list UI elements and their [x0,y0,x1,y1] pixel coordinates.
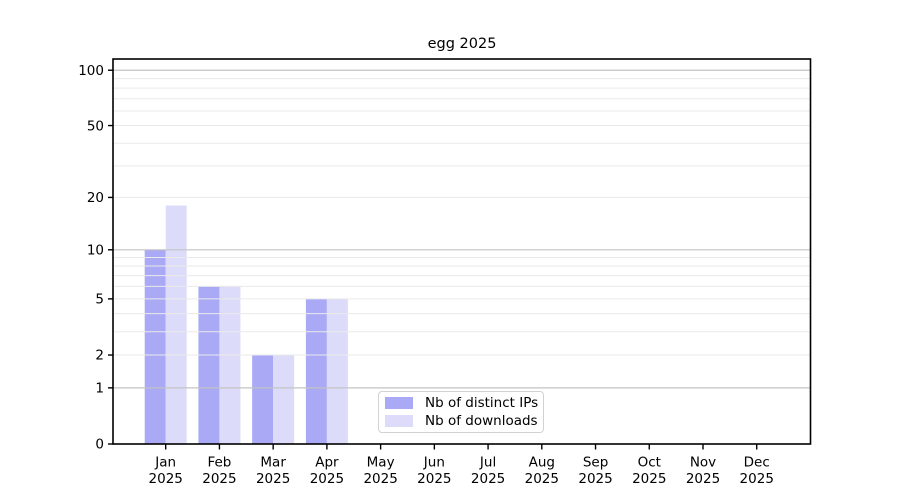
x-tick-label-year-oct: 2025 [632,471,666,487]
legend-swatch-downloads-icon [385,415,413,427]
x-tick-label-month-apr: Apr [315,455,339,471]
x-tick-label-year-nov: 2025 [686,471,720,487]
y-tick-label-0: 0 [95,437,104,453]
y-tick-label-5: 5 [95,292,104,308]
y-tick-label-50: 50 [87,118,104,134]
x-tick-label-year-mar: 2025 [256,471,290,487]
y-tick-label-2: 2 [95,348,104,364]
x-tick-label-year-jul: 2025 [471,471,505,487]
legend-label-downloads: Nb of downloads [425,413,538,429]
x-tick-label-month-nov: Nov [690,455,716,471]
bar-nb-of-downloads-apr [326,298,348,444]
chart-title: egg 2025 [427,36,497,52]
x-tick-label-month-jan: Jan [154,455,176,471]
x-tick-label-month-sep: Sep [583,455,608,471]
bar-nb-of-distinct-ips-apr [305,298,327,444]
x-tick-label-year-jan: 2025 [149,471,183,487]
x-tick-label-month-may: May [367,455,395,471]
x-tick-label-year-may: 2025 [363,471,397,487]
x-tick-label-year-apr: 2025 [310,471,344,487]
bar-nb-of-downloads-jan [165,205,187,444]
y-tick-label-20: 20 [87,190,104,206]
x-tick-label-month-jun: Jun [423,455,445,471]
x-tick-label-year-sep: 2025 [578,471,612,487]
x-tick-label-year-feb: 2025 [202,471,236,487]
bar-nb-of-distinct-ips-feb [198,286,220,444]
bar-nb-of-downloads-feb [219,286,241,444]
x-tick-label-year-dec: 2025 [740,471,774,487]
y-tick-label-100: 100 [78,63,104,79]
y-tick-label-1: 1 [95,381,104,397]
legend-swatch-distinct-ips-icon [385,397,413,409]
x-tick-label-month-aug: Aug [529,455,555,471]
x-tick-label-year-jun: 2025 [417,471,451,487]
x-tick-label-month-dec: Dec [744,455,770,471]
x-tick-label-month-jul: Jul [479,455,496,471]
legend-label-distinct-ips: Nb of distinct IPs [425,395,539,411]
bar-nb-of-downloads-mar [273,355,295,444]
y-tick-label-10: 10 [87,242,104,258]
legend-item-downloads: Nb of downloads [385,413,538,429]
x-tick-label-month-feb: Feb [207,455,231,471]
bar-nb-of-distinct-ips-jan [144,249,166,444]
x-tick-label-month-oct: Oct [638,455,661,471]
bar-nb-of-distinct-ips-mar [252,355,274,444]
x-tick-label-year-aug: 2025 [525,471,559,487]
legend-item-distinct-ips: Nb of distinct IPs [385,395,539,411]
chart-legend: Nb of distinct IPs Nb of downloads [378,391,544,433]
x-tick-label-month-mar: Mar [260,455,286,471]
plot-border [112,58,812,445]
